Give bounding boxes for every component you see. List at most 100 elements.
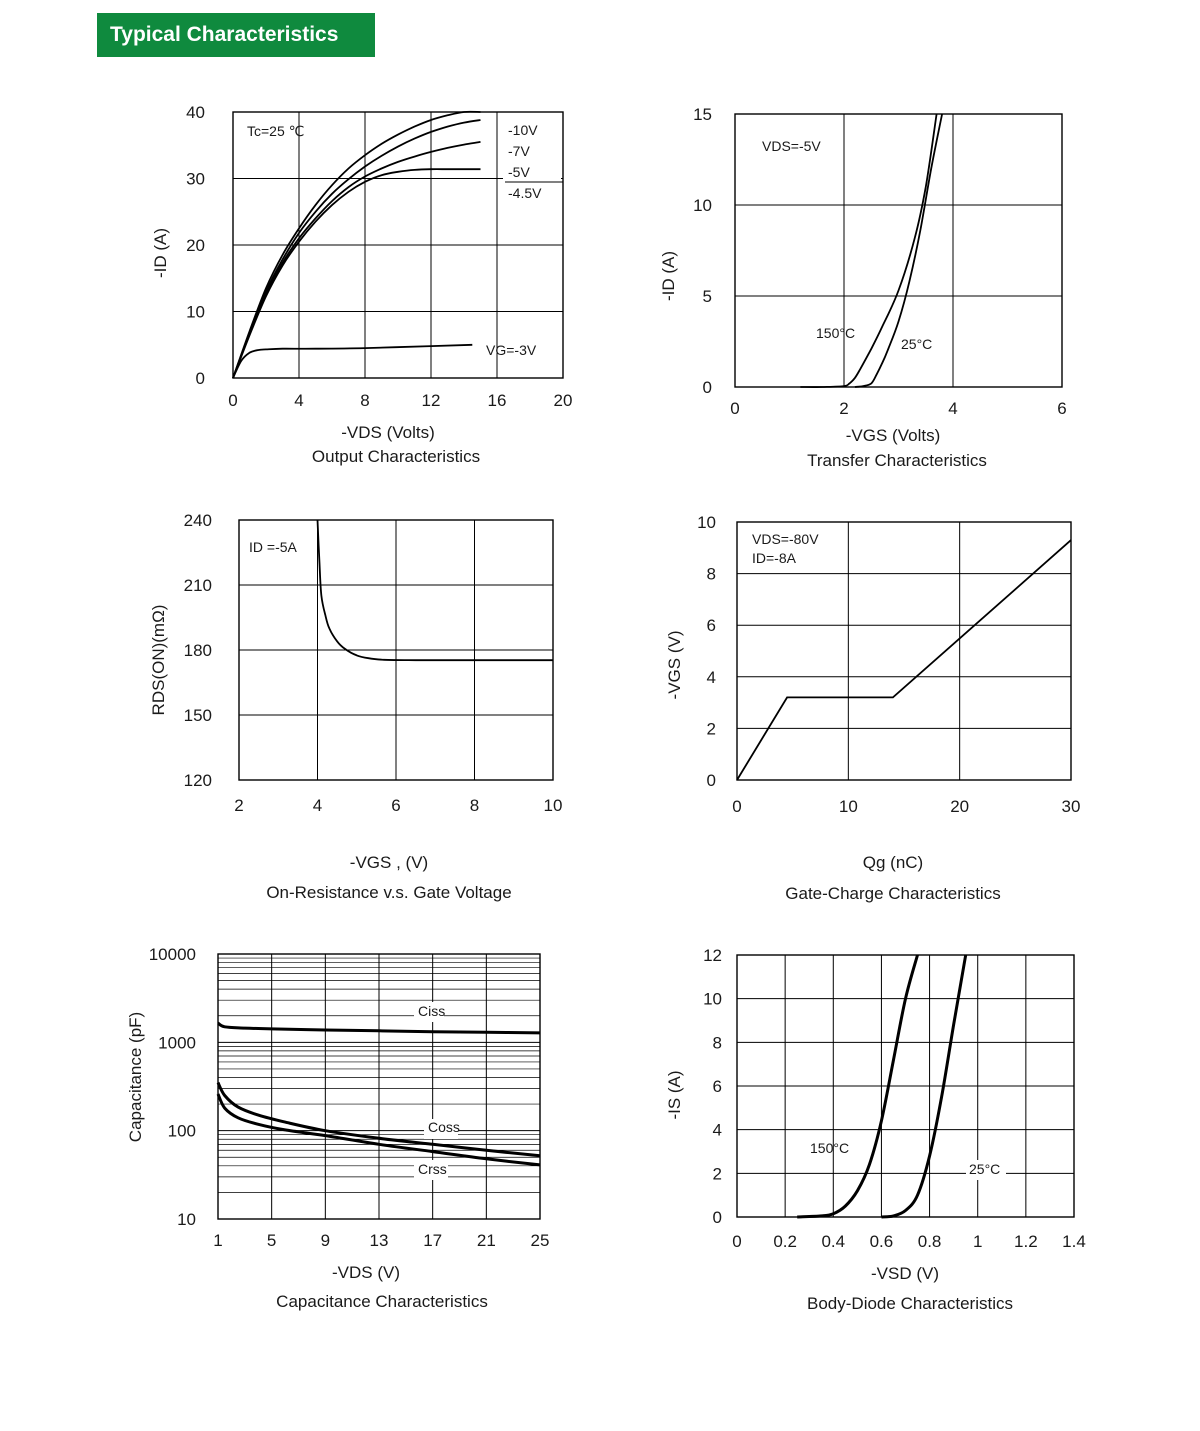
y-tick-label: 100	[168, 1122, 196, 1141]
x-tick-label: 0	[732, 797, 741, 816]
series-line	[216, 1093, 541, 1167]
gate-charge-condition-id: ID=-8A	[752, 550, 797, 566]
series-line	[316, 519, 553, 662]
crss-label: Crss	[418, 1161, 447, 1177]
x-tick-label: 6	[391, 796, 400, 815]
x-tick-label: 10	[544, 796, 563, 815]
body-diode-25c-label-bg	[966, 1160, 1006, 1180]
x-tick-label: 13	[370, 1231, 389, 1250]
transfer-plot-frame	[734, 113, 1063, 388]
y-tick-label: 10	[186, 303, 205, 322]
transfer-characteristics-chart: 0 2 4 6 0 5 10 15 VDS=-5V 150°C 25°C -VGS (Volt…	[659, 105, 1067, 470]
gate-charge-chart: 0 10 20 30 0 2 4 6 8 10 VDS=-80V ID=-8A Qg (nC) -…	[665, 513, 1080, 903]
capacitance-caption: Capacitance Characteristics	[276, 1292, 488, 1311]
x-tick-label: 17	[423, 1231, 442, 1250]
series-line	[232, 119, 481, 379]
gate-charge-x-axis-label: Qg (nC)	[863, 853, 923, 872]
y-tick-label: 10	[703, 990, 722, 1009]
transfer-x-axis-label: -VGS (Volts)	[846, 426, 940, 445]
series-line	[217, 1021, 541, 1035]
y-tick-label: 0	[713, 1208, 722, 1227]
output-legend-item: -10V	[508, 122, 538, 138]
y-tick-label: 210	[184, 576, 212, 595]
series-line	[736, 539, 1072, 781]
y-tick-label: 5	[703, 287, 712, 306]
output-x-axis-label: -VDS (Volts)	[341, 423, 435, 442]
y-tick-label: 10000	[149, 945, 196, 964]
body-diode-plot-frame	[736, 954, 1075, 1218]
capacitance-chart: 1 5 9 13 17 21 25 10 100 1000 10000 Ciss Coss Crss…	[126, 945, 549, 1311]
series-line	[854, 113, 943, 388]
coss-label-bg	[424, 1119, 458, 1139]
output-legend-box	[503, 118, 561, 206]
output-condition-label: Tc=25 ℃	[247, 123, 304, 139]
y-tick-label: 6	[707, 616, 716, 635]
y-tick-label: 12	[703, 946, 722, 965]
series-line	[232, 110, 481, 379]
series-line	[797, 954, 919, 1219]
y-tick-label: 10	[697, 513, 716, 532]
output-legend-item: -5V	[508, 164, 530, 180]
x-tick-label: 5	[267, 1231, 276, 1250]
x-tick-label: 0	[730, 399, 739, 418]
x-tick-label: 2	[839, 399, 848, 418]
y-tick-label: 240	[184, 511, 212, 530]
x-tick-label: 0	[732, 1232, 741, 1251]
coss-label: Coss	[428, 1119, 460, 1135]
x-tick-label: 20	[554, 391, 573, 410]
x-tick-label: 4	[294, 391, 303, 410]
x-tick-label: 25	[531, 1231, 550, 1250]
ciss-label: Ciss	[418, 1003, 445, 1019]
x-tick-label: 0.6	[870, 1232, 894, 1251]
y-tick-label: 10	[177, 1210, 196, 1229]
series-line	[800, 113, 938, 388]
y-tick-label: 1000	[158, 1033, 196, 1052]
x-tick-label: 1.4	[1062, 1232, 1086, 1251]
x-tick-label: 6	[1057, 399, 1066, 418]
crss-label-bg	[414, 1160, 448, 1180]
rdson-y-axis-label: RDS(ON)(mΩ)	[149, 605, 168, 716]
x-tick-label: 30	[1062, 797, 1081, 816]
rdson-condition-label: ID =-5A	[249, 539, 298, 555]
gate-charge-caption: Gate-Charge Characteristics	[785, 884, 1000, 903]
x-tick-label: 8	[360, 391, 369, 410]
capacitance-y-axis-label: Capacitance (pF)	[126, 1012, 145, 1142]
x-tick-label: 10	[839, 797, 858, 816]
x-tick-label: 1.2	[1014, 1232, 1038, 1251]
output-legend-item: -4.5V	[508, 185, 542, 201]
y-tick-label: 0	[196, 369, 205, 388]
output-caption: Output Characteristics	[312, 447, 480, 466]
x-tick-label: 1	[973, 1232, 982, 1251]
gate-charge-y-axis-label: -VGS (V)	[665, 631, 684, 700]
transfer-25c-label: 25°C	[901, 336, 932, 352]
series-line	[232, 343, 473, 379]
x-tick-label: 4	[313, 796, 322, 815]
x-tick-label: 0.8	[918, 1232, 942, 1251]
output-legend-item: -7V	[508, 143, 530, 159]
capacitance-x-axis-label: -VDS (V)	[332, 1263, 400, 1282]
x-tick-label: 16	[488, 391, 507, 410]
transfer-caption: Transfer Characteristics	[807, 451, 987, 470]
series-line	[232, 141, 481, 379]
x-tick-label: 12	[422, 391, 441, 410]
y-tick-label: 40	[186, 103, 205, 122]
x-tick-label: 4	[948, 399, 957, 418]
body-diode-25c-label: 25°C	[969, 1161, 1000, 1177]
rdson-x-axis-label: -VGS , (V)	[350, 853, 428, 872]
transfer-y-axis-label: -ID (A)	[659, 251, 678, 301]
y-tick-label: 0	[703, 378, 712, 397]
x-tick-label: 8	[470, 796, 479, 815]
capacitance-plot-frame	[217, 953, 541, 1220]
body-diode-caption: Body-Diode Characteristics	[807, 1294, 1013, 1313]
y-tick-label: 2	[707, 719, 716, 738]
y-tick-label: 150	[184, 706, 212, 725]
series-line	[881, 954, 968, 1219]
ciss-label-bg	[414, 1002, 444, 1022]
body-diode-chart: 0 0.2 0.4 0.6 0.8 1 1.2 1.4 0 2 4 6 8 10 12 150°C 25°C…	[665, 946, 1086, 1313]
y-tick-label: 2	[713, 1164, 722, 1183]
rdson-caption: On-Resistance v.s. Gate Voltage	[266, 883, 511, 902]
x-tick-label: 20	[950, 797, 969, 816]
rdson-plot-frame	[238, 519, 554, 781]
x-tick-label: 21	[477, 1231, 496, 1250]
